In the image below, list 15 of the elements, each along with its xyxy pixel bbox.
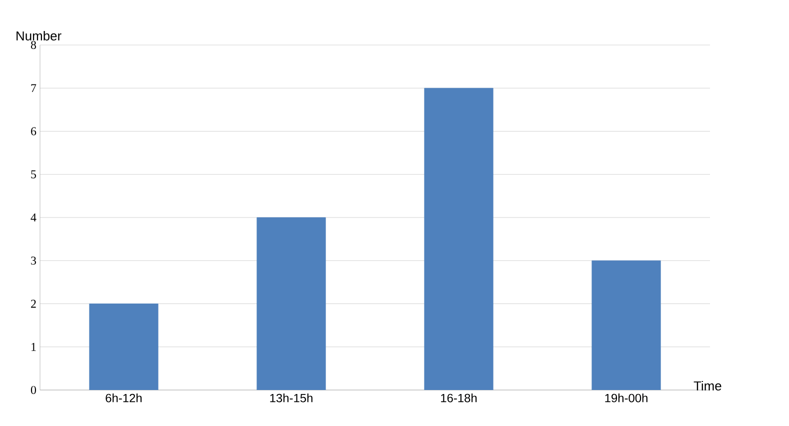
x-tick-label: 16-18h — [441, 394, 477, 402]
x-tick-label: 19h-00h — [605, 394, 648, 402]
x-tick-label: 6h-12h — [106, 394, 142, 402]
y-axis-title: Number — [16, 30, 62, 40]
y-tick-label: 2 — [31, 300, 36, 308]
y-tick-label: 0 — [30, 386, 36, 394]
y-tick-label: 3 — [31, 256, 36, 265]
y-tick-label: 8 — [30, 40, 36, 50]
y-tick-label: 6 — [31, 127, 36, 136]
y-tick-label: 7 — [31, 84, 36, 92]
y-tick-label: 5 — [31, 170, 36, 178]
y-tick-label: 4 — [30, 214, 36, 222]
y-tick-label: 1 — [32, 342, 36, 351]
x-axis-title: Time — [694, 380, 722, 390]
x-tick-label: 13h-15h — [270, 394, 312, 402]
